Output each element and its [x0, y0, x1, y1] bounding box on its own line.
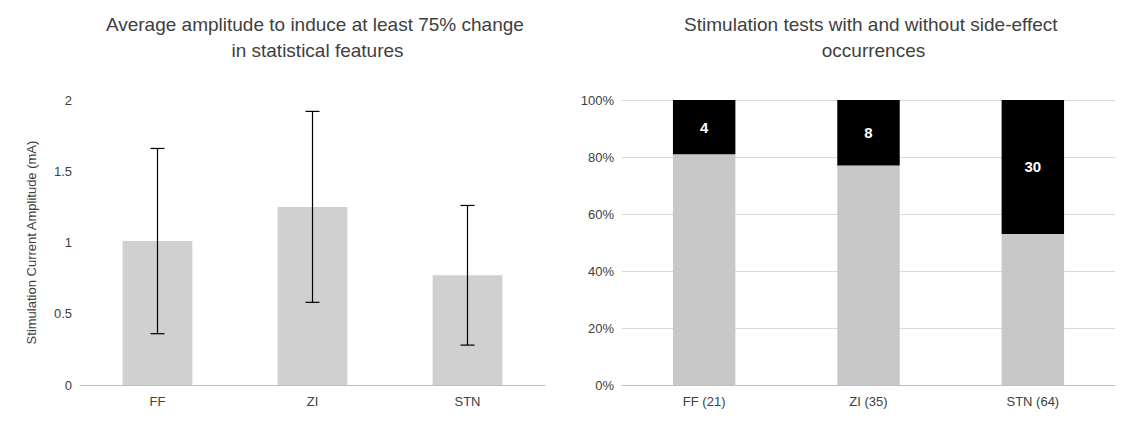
svg-text:STN: STN	[455, 394, 481, 409]
svg-text:Average amplitude to induce at: Average amplitude to induce at least 75%…	[106, 14, 529, 35]
svg-text:FF: FF	[150, 394, 166, 409]
svg-text:40%: 40%	[588, 264, 614, 279]
svg-text:0.5: 0.5	[54, 306, 72, 321]
svg-text:1: 1	[65, 235, 72, 250]
svg-text:0: 0	[65, 378, 72, 393]
svg-text:Stimulation tests with and wit: Stimulation tests with and without side-…	[684, 14, 1063, 35]
svg-text:100%: 100%	[581, 93, 615, 108]
svg-text:8: 8	[864, 124, 872, 141]
svg-text:FF (21): FF (21)	[683, 394, 726, 409]
svg-text:80%: 80%	[588, 150, 614, 165]
svg-text:ZI: ZI	[307, 394, 319, 409]
svg-text:occurrences: occurrences	[822, 40, 926, 61]
svg-text:Stimulation Current Amplitude: Stimulation Current Amplitude (mA)	[24, 141, 39, 345]
svg-text:0%: 0%	[595, 378, 614, 393]
svg-text:ZI (35): ZI (35)	[849, 394, 887, 409]
svg-text:1.5: 1.5	[54, 164, 72, 179]
svg-text:60%: 60%	[588, 207, 614, 222]
svg-text:STN (64): STN (64)	[1006, 394, 1059, 409]
svg-text:in statistical features: in statistical features	[231, 40, 403, 61]
svg-text:2: 2	[65, 93, 72, 108]
svg-text:4: 4	[700, 119, 709, 136]
svg-text:20%: 20%	[588, 321, 614, 336]
svg-text:30: 30	[1024, 158, 1041, 175]
